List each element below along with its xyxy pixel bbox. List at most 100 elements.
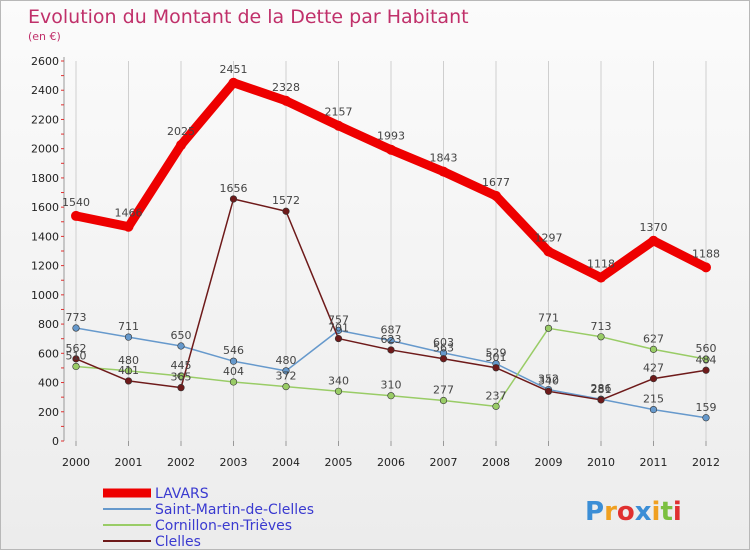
y-tick-label: 0 [52,435,59,448]
data-point [387,336,395,345]
data-label: 757 [328,313,349,326]
data-point [439,396,448,405]
y-tick-label: 1600 [31,201,59,214]
x-tick-label: 2006 [377,456,405,469]
data-label: 2328 [272,81,300,94]
data-point [229,357,238,365]
data-point [649,374,658,383]
data-point [176,140,186,151]
logo-letter: x [635,497,652,527]
data-label: 773 [66,311,87,324]
data-point [72,355,80,363]
data-point [282,383,290,391]
x-tick-label: 2011 [640,456,668,469]
data-point [334,334,343,343]
y-tick-label: 2200 [31,113,59,126]
chart-title: Evolution du Montant de la Dette par Hab… [28,6,469,28]
y-tick-label: 2000 [31,143,59,156]
data-point [229,378,238,386]
data-label: 1466 [115,207,143,220]
data-label: 560 [696,342,717,355]
data-point [386,144,396,155]
data-label: 1993 [377,130,405,143]
data-label: 404 [223,365,244,378]
data-label: 711 [118,320,139,333]
data-label: 623 [381,333,402,346]
x-tick-label: 2001 [115,456,143,469]
data-label: 563 [433,342,454,355]
data-point [71,210,81,221]
data-labels: 1540 1466 2025 2451 2328 2157 1993 1843 1677 1297… [62,63,720,414]
chart-subtitle: (en €) [28,30,61,43]
data-label: 427 [643,362,664,375]
data-label: 1118 [587,258,615,271]
x-tick-label: 2004 [272,456,300,469]
data-point [648,235,659,246]
data-label: 277 [433,384,454,397]
y-tick-label: 600 [38,347,59,360]
y-tick-label: 2400 [31,84,59,97]
legend: LAVARSSaint-Martin-de-ClellesCornillon-e… [103,486,314,549]
logo-letter: i [673,497,682,527]
data-point [177,342,185,350]
data-point [228,77,239,88]
y-tick-label: 1000 [31,289,59,302]
data-point [229,195,238,203]
legend-label: LAVARS [155,486,209,502]
logo-letter: t [660,497,672,527]
data-label: 480 [276,354,297,367]
x-tick-label: 2007 [430,456,458,469]
y-tick-label: 2600 [31,55,59,68]
data-point [702,355,710,363]
x-tick-label: 2002 [167,456,195,469]
data-label: 484 [696,353,717,366]
data-label: 365 [171,371,192,384]
data-label: 286 [591,382,612,395]
data-point [649,405,658,414]
data-point [597,396,605,404]
logo-letter: r [604,497,617,527]
legend-label: Cornillon-en-Trièves [155,518,292,534]
x-tick-label: 2010 [587,456,615,469]
data-label: 352 [538,373,559,386]
x-tick-label: 2008 [482,456,510,469]
data-label: 1572 [272,194,300,207]
data-point [701,262,711,273]
data-label: 1656 [220,182,248,195]
data-point [597,333,605,341]
data-label: 237 [486,389,507,402]
axes: 2000 2001 2002 2003 2004 2005 2006 2007 2008 2009… [31,55,720,469]
data-label: 2451 [220,63,248,76]
data-label: 546 [223,344,244,357]
data-point [282,207,290,215]
proxiti-logo: Proxiti [585,497,682,527]
data-label: 159 [696,401,717,414]
data-point [596,272,606,283]
data-label: 310 [381,379,402,392]
data-point [544,324,553,332]
data-point [124,377,133,385]
data-point [124,367,133,375]
series [71,77,711,422]
data-point [438,166,449,177]
data-point [281,95,291,106]
data-label: 562 [66,342,87,355]
data-label: 713 [591,320,612,333]
data-point [123,221,134,232]
data-point [387,346,395,354]
data-label: 603 [433,336,454,349]
data-label: 501 [486,351,507,364]
data-label: 445 [171,359,192,372]
data-point [543,246,554,257]
data-label: 510 [66,349,87,362]
data-point [492,364,500,372]
data-point [124,333,133,341]
data-point [649,345,658,353]
data-label: 771 [538,311,559,324]
y-tick-label: 1800 [31,172,59,185]
data-point [492,402,500,410]
data-label: 529 [486,347,507,360]
logo-letter: o [617,497,635,527]
data-label: 1540 [62,196,90,209]
data-point [702,414,710,422]
